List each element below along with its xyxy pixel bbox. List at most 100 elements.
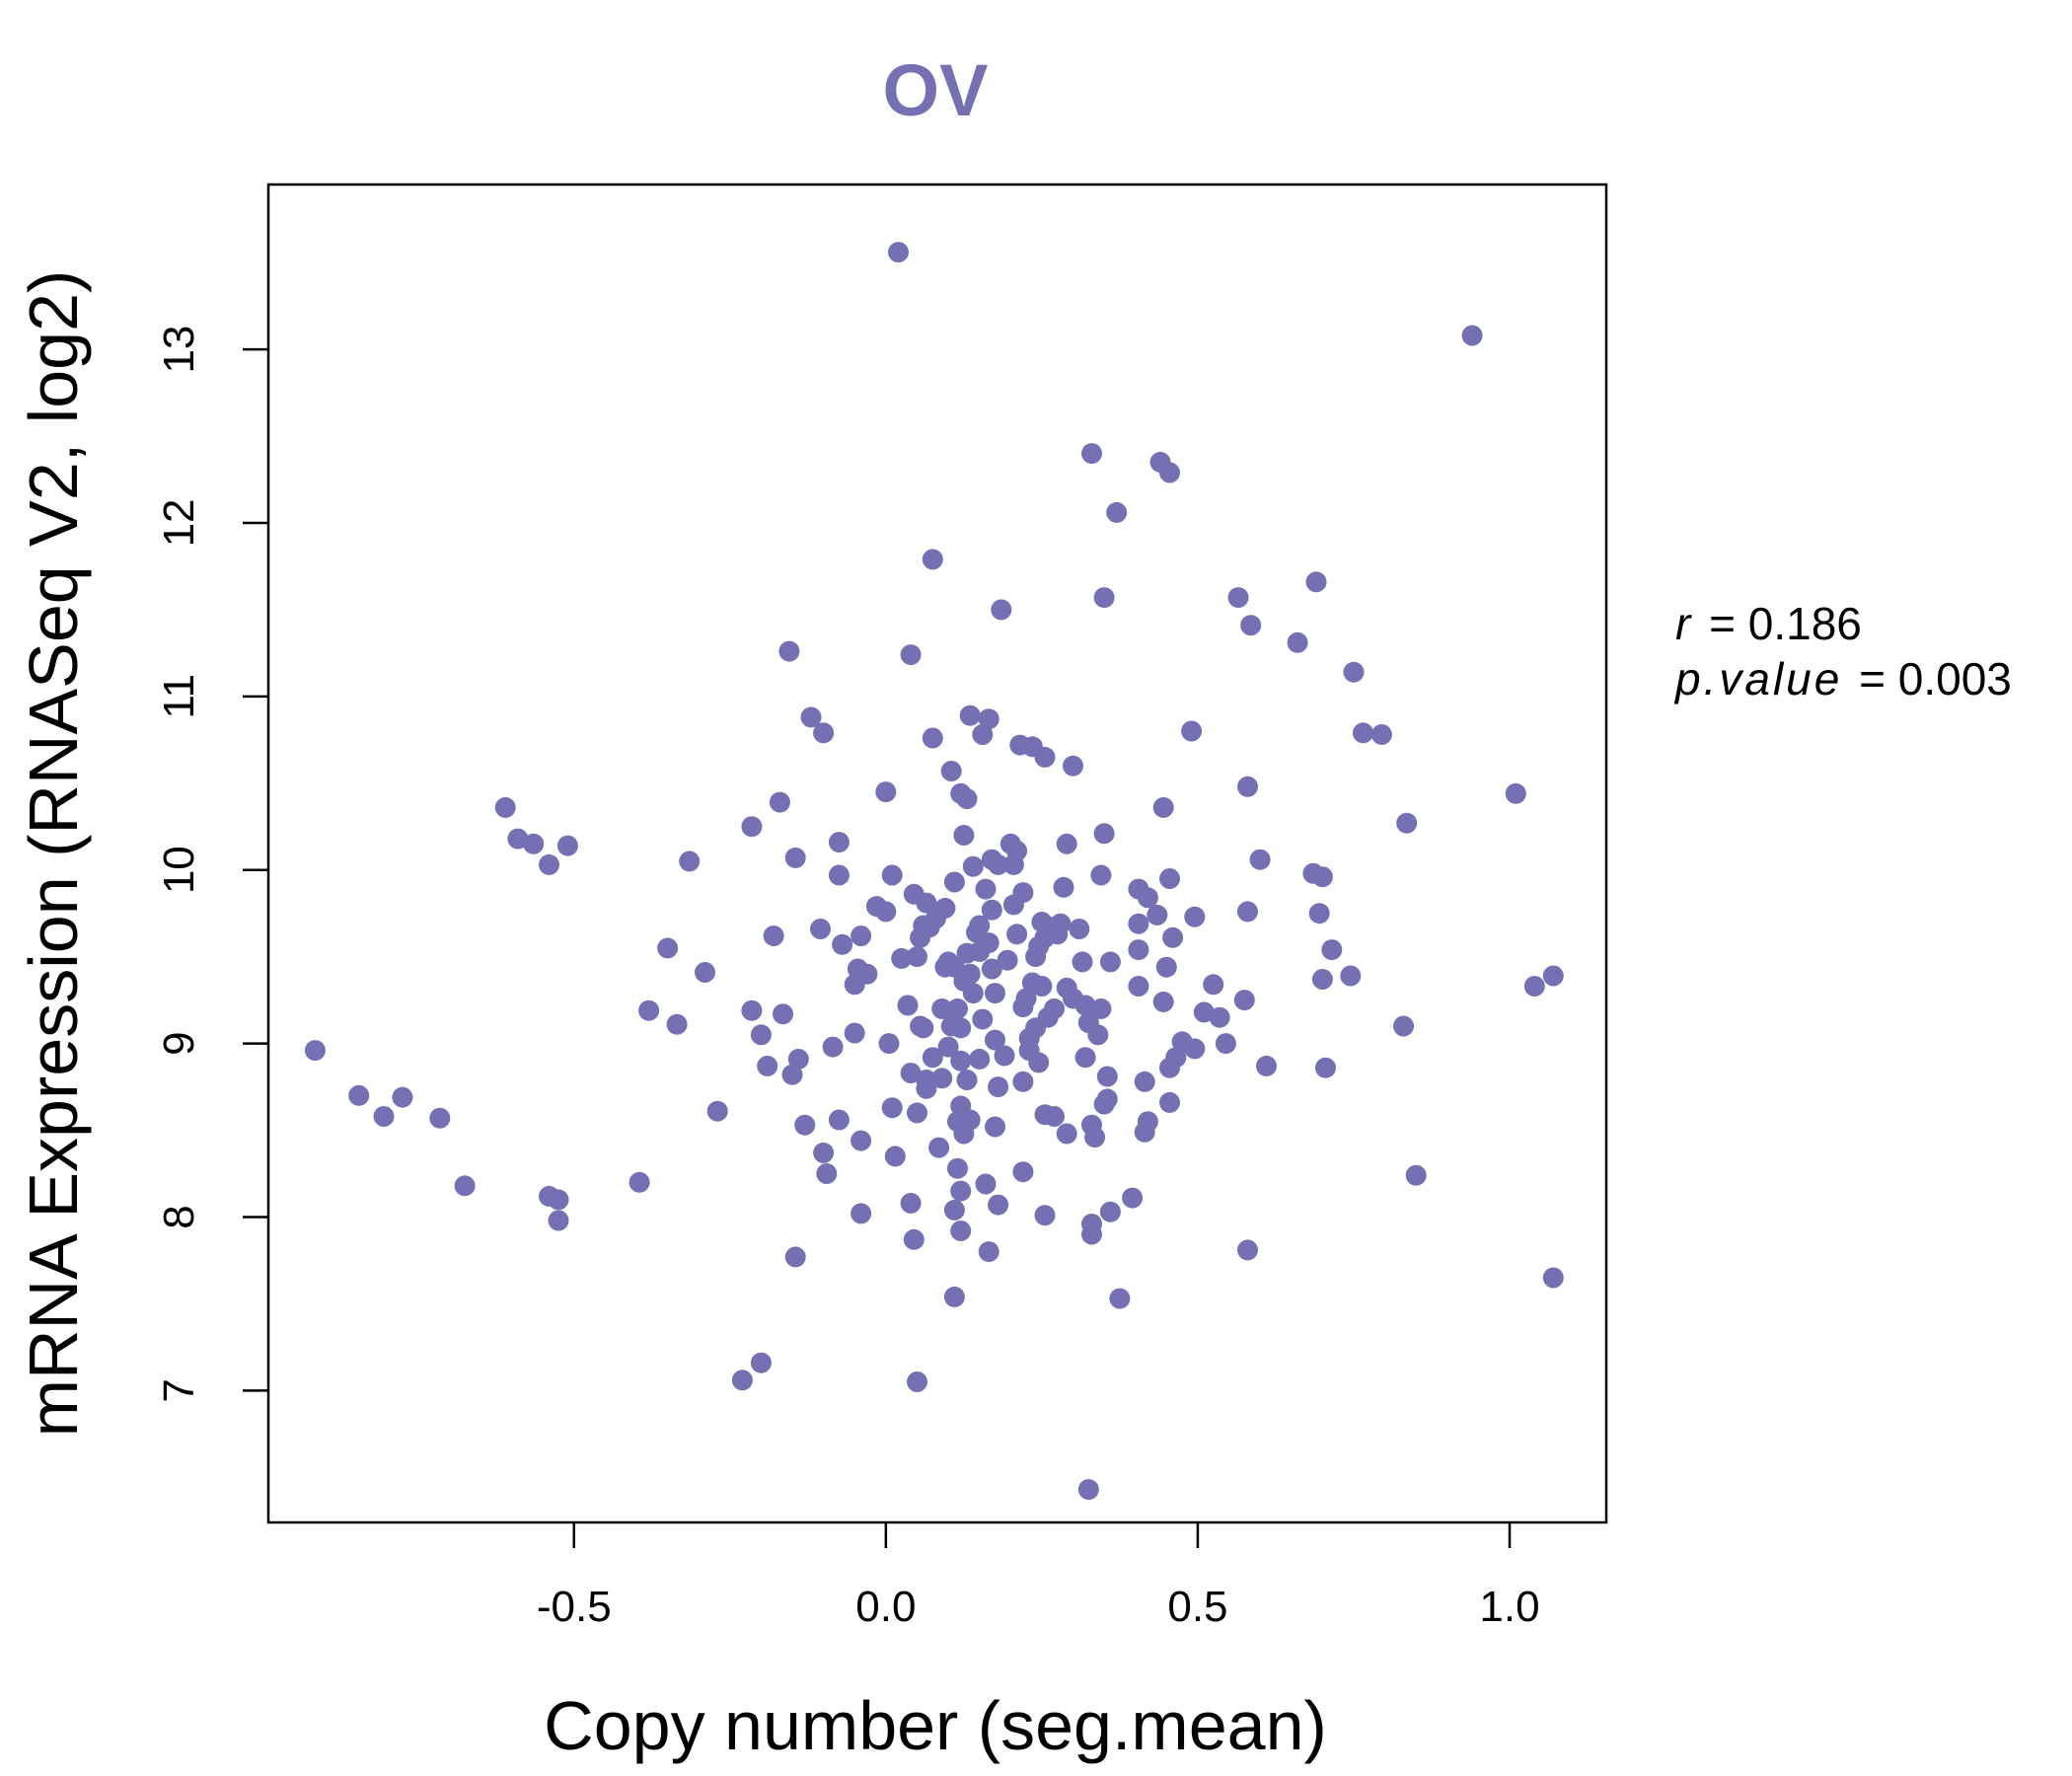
data-point-22: [741, 999, 763, 1021]
y-axis-title: mRNA Expression (RNASeq V2, log2): [15, 270, 92, 1438]
data-point-37: [813, 722, 835, 744]
data-point-222: [1184, 1038, 1206, 1060]
data-point-125: [978, 932, 999, 954]
data-point-64: [900, 1192, 922, 1214]
data-point-90: [940, 761, 962, 781]
data-point-246: [1370, 724, 1392, 745]
data-point-252: [1523, 976, 1545, 997]
data-point-69: [907, 1102, 927, 1124]
data-point-115: [962, 983, 984, 1004]
data-point-181: [1077, 1479, 1099, 1501]
r-value: 0.186: [1748, 598, 1862, 649]
data-point-77: [916, 1077, 937, 1099]
data-point-59: [884, 1146, 906, 1167]
data-point-224: [1203, 974, 1224, 996]
data-point-45: [832, 933, 853, 955]
data-point-104: [950, 1221, 972, 1241]
data-point-51: [851, 1203, 872, 1224]
data-point-186: [1084, 1127, 1106, 1148]
data-point-135: [988, 1194, 1009, 1216]
data-point-128: [981, 899, 1002, 921]
data-point-32: [784, 847, 806, 868]
data-point-166: [1044, 998, 1065, 1019]
data-point-207: [1137, 1111, 1158, 1133]
correlation-r: r = 0.186: [1675, 598, 1862, 649]
x-tick-label: 1.0: [1479, 1583, 1539, 1631]
data-point-220: [1181, 720, 1203, 742]
points-layer: [304, 242, 1564, 1501]
data-point-240: [1311, 969, 1333, 990]
data-point-38: [810, 919, 831, 939]
data-point-249: [1405, 1164, 1427, 1186]
data-point-10: [556, 835, 578, 856]
data-point-20: [706, 1100, 728, 1122]
data-point-94: [943, 1199, 965, 1221]
data-point-56: [878, 1033, 900, 1055]
data-point-223: [1193, 1001, 1215, 1023]
chart-title: OV: [883, 49, 989, 131]
data-point-28: [769, 791, 790, 813]
data-point-217: [1162, 926, 1184, 948]
data-point-117: [969, 915, 991, 936]
data-point-34: [787, 1048, 809, 1070]
x-tick-label: 0.0: [855, 1583, 916, 1631]
data-point-95: [943, 1286, 965, 1307]
data-point-98: [947, 1157, 968, 1179]
data-point-241: [1315, 1057, 1336, 1078]
data-point-187: [1087, 1024, 1109, 1046]
data-point-33: [784, 1246, 806, 1268]
data-point-238: [1308, 903, 1330, 925]
p-label: p.value: [1673, 653, 1842, 704]
data-point-163: [1034, 1205, 1056, 1226]
data-point-204: [1134, 1071, 1155, 1092]
data-point-60: [888, 242, 909, 263]
data-point-213: [1159, 462, 1180, 483]
data-point-245: [1353, 722, 1373, 744]
data-point-122: [975, 878, 997, 900]
data-point-7: [507, 828, 529, 850]
data-point-185: [1081, 1223, 1102, 1245]
data-point-182: [1081, 443, 1102, 465]
data-point-178: [1074, 995, 1096, 1016]
data-point-254: [1542, 1267, 1564, 1289]
data-point-124: [978, 708, 999, 730]
data-point-30: [778, 640, 800, 662]
data-point-67: [903, 1228, 925, 1250]
y-tick-label: 7: [155, 1378, 203, 1402]
data-point-221: [1184, 906, 1206, 927]
data-point-157: [1028, 1052, 1050, 1073]
data-point-226: [1215, 1033, 1236, 1055]
data-point-197: [1106, 501, 1128, 523]
r-equals: =: [1696, 598, 1747, 649]
data-point-177: [1072, 951, 1093, 973]
data-point-174: [1063, 755, 1083, 777]
data-point-96: [947, 998, 968, 1019]
data-point-212: [1155, 956, 1177, 978]
x-axis: -0.5 0.0 0.5 1.0: [537, 1522, 1540, 1631]
data-point-54: [875, 781, 897, 803]
data-point-234: [1256, 1055, 1277, 1076]
data-point-17: [666, 1013, 688, 1035]
y-tick-label: 13: [155, 326, 203, 374]
p-equals: =: [1846, 653, 1897, 704]
data-point-145: [1012, 882, 1034, 904]
data-point-123: [975, 1173, 997, 1195]
data-point-112: [959, 963, 981, 985]
data-point-4: [429, 1107, 451, 1129]
data-point-227: [1227, 587, 1249, 609]
x-tick-label: 0.5: [1167, 1583, 1227, 1631]
y-axis: 7 8 9 10 11 12 13: [155, 326, 268, 1403]
data-point-42: [828, 832, 850, 853]
data-point-121: [972, 1008, 994, 1030]
data-point-119: [969, 1048, 991, 1070]
data-point-196: [1099, 1201, 1121, 1222]
y-tick-label: 10: [155, 846, 203, 894]
data-point-248: [1396, 812, 1418, 834]
data-point-52: [856, 963, 878, 985]
data-point-233: [1249, 849, 1271, 870]
data-point-147: [1012, 1071, 1034, 1092]
data-point-14: [629, 1171, 650, 1193]
data-point-81: [922, 1047, 943, 1069]
data-point-202: [1128, 939, 1149, 961]
data-point-70: [907, 1371, 927, 1392]
